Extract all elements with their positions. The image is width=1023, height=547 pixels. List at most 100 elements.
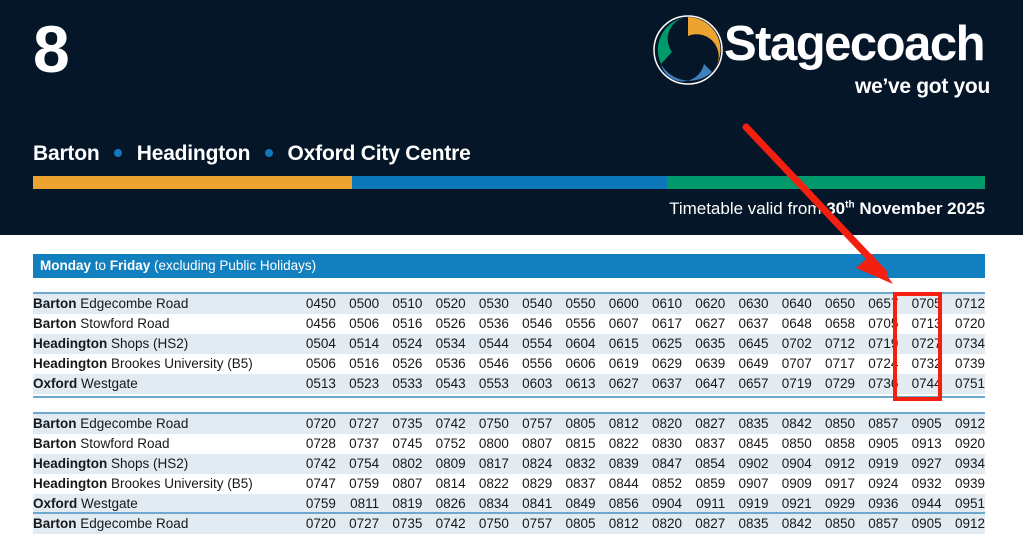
departure-time-cell: 0648 <box>781 316 812 331</box>
departure-time-cell: 0707 <box>781 356 812 371</box>
departure-time-cell: 0837 <box>565 476 596 491</box>
departure-time-cell: 0727 <box>911 336 942 351</box>
route-number: 8 <box>33 12 70 86</box>
departure-time-cell: 0830 <box>651 436 683 451</box>
departure-time-cell: 0905 <box>911 516 942 531</box>
stop-name-cell: Barton Stowford Road <box>33 314 293 334</box>
block-rule-bottom <box>33 516 985 518</box>
departure-time-cell: 0514 <box>349 336 380 351</box>
departure-time-cell: 0832 <box>565 456 596 471</box>
departure-time-cell: 0530 <box>478 296 509 311</box>
departure-time-cell: 0637 <box>738 316 769 331</box>
departure-time-cell: 0610 <box>651 296 683 311</box>
departure-time-cell: 0524 <box>392 336 423 351</box>
departure-time-cell: 0629 <box>651 356 683 371</box>
departure-time-cell: 0917 <box>825 476 856 491</box>
timetable-row: Barton Edgecombe Road 0720 0727 0735 0742 075… <box>33 414 985 434</box>
departure-time-cell: 0847 <box>651 456 683 471</box>
route-colour-bar <box>33 176 985 189</box>
departure-time-cell: 0805 <box>565 416 596 431</box>
departure-time-cell: 0904 <box>651 496 683 511</box>
departure-time-cell: 0546 <box>522 316 553 331</box>
departure-time-cell: 0844 <box>608 476 639 491</box>
stop-place: Oxford <box>33 496 78 511</box>
departure-time-cell: 0800 <box>478 436 509 451</box>
departure-time-cell: 0852 <box>651 476 683 491</box>
departure-time-cell: 0536 <box>478 316 509 331</box>
stop-detail: Edgecombe Road <box>76 296 189 311</box>
departure-time-cell: 0817 <box>478 456 509 471</box>
departure-time-cell: 0744 <box>911 376 942 391</box>
departure-time-cell: 0912 <box>825 456 856 471</box>
departure-time-cell: 0911 <box>696 496 726 511</box>
stop-name-cell: Headington Brookes University (B5) <box>33 474 293 494</box>
stop-detail: Westgate <box>77 376 138 391</box>
departure-time-cell: 0523 <box>349 376 380 391</box>
stop-name-cell: Oxford Westgate <box>33 374 293 394</box>
departure-time-cell: 0921 <box>781 496 812 511</box>
stop-detail: Stowford Road <box>76 316 170 331</box>
departure-time-cell: 0613 <box>565 376 596 391</box>
departure-time-cell: 0905 <box>868 436 899 451</box>
block-rule-top <box>33 512 985 514</box>
valid-from-month-year: November 2025 <box>854 199 985 218</box>
departure-time-cell: 0554 <box>522 336 553 351</box>
departure-time-cell: 0553 <box>478 376 509 391</box>
departure-time-cell: 0835 <box>738 516 769 531</box>
departure-time-cell: 0759 <box>349 476 380 491</box>
departure-time-cell: 0850 <box>825 516 856 531</box>
route-places: Barton Headington Oxford City Centre <box>33 142 471 166</box>
departure-time-cell: 0516 <box>349 356 380 371</box>
departure-time-cell: 0604 <box>565 336 596 351</box>
stop-detail: Shops (HS2) <box>107 336 189 351</box>
departure-time-cell: 0702 <box>781 336 812 351</box>
stop-place: Barton <box>33 516 77 531</box>
colour-bar-orange-segment <box>33 176 352 189</box>
page-header: 8 Stagecoach we’ve got you Barton Headin… <box>0 0 1023 235</box>
colour-bar-blue-segment <box>352 176 667 189</box>
route-place-2: Oxford City Centre <box>287 142 471 165</box>
timetable-row: Barton Edgecombe Road 0720 0727 0735 0742 075… <box>33 514 985 534</box>
departure-time-cell: 0737 <box>349 436 380 451</box>
departure-time-cell: 0717 <box>825 356 856 371</box>
departure-time-cell: 0619 <box>608 356 639 371</box>
departure-time-cell: 0845 <box>738 436 769 451</box>
departure-time-cell: 0839 <box>608 456 639 471</box>
departure-time-cell: 0513 <box>305 376 336 391</box>
stop-name-cell: Barton Stowford Road <box>33 434 293 454</box>
departure-time-cell: 0506 <box>349 316 380 331</box>
stop-detail: Brookes University (B5) <box>107 356 253 371</box>
stagecoach-logo: Stagecoach we’ve got you <box>652 12 992 102</box>
timetable-table-1: Barton Edgecombe Road 0450 0500 0510 0520 053… <box>33 294 985 394</box>
departure-time-cell: 0759 <box>305 496 336 511</box>
valid-from-prefix: Timetable valid from <box>669 199 827 218</box>
departure-time-cell: 0534 <box>435 336 466 351</box>
valid-from-text: Timetable valid from 30th November 2025 <box>669 199 985 219</box>
departure-time-cell: 0905 <box>911 416 942 431</box>
departure-time-cell: 0727 <box>349 416 380 431</box>
stop-detail: Edgecombe Road <box>76 516 189 531</box>
departure-time-cell: 0752 <box>435 436 466 451</box>
timetable-row: Barton Edgecombe Road 0450 0500 0510 0520 053… <box>33 294 985 314</box>
departure-time-cell: 0757 <box>522 516 553 531</box>
departure-time-cell: 0658 <box>825 316 856 331</box>
timetable-body: Monday to Friday (excluding Public Holid… <box>0 235 1023 547</box>
departure-time-cell: 0705 <box>911 296 942 311</box>
departure-time-cell: 0728 <box>305 436 336 451</box>
departure-time-cell: 0705 <box>868 316 899 331</box>
departure-time-cell: 0603 <box>522 376 553 391</box>
departure-time-cell: 0720 <box>954 316 985 331</box>
timetable-row: Headington Brookes University (B5) 0747 07… <box>33 474 985 494</box>
brand-tagline: we’ve got you <box>855 75 990 98</box>
valid-from-ordinal: th <box>845 199 855 211</box>
departure-time-cell: 0606 <box>565 356 596 371</box>
departure-time-cell: 0820 <box>651 516 683 531</box>
departure-time-cell: 0630 <box>738 296 769 311</box>
stop-name-cell: Barton Edgecombe Road <box>33 514 293 534</box>
stop-detail: Westgate <box>77 496 138 511</box>
departure-time-cell: 0556 <box>565 316 596 331</box>
departure-time-cell: 0849 <box>565 496 596 511</box>
departure-time-cell: 0546 <box>478 356 509 371</box>
stop-detail: Brookes University (B5) <box>107 476 253 491</box>
departure-time-cell: 0827 <box>695 516 726 531</box>
